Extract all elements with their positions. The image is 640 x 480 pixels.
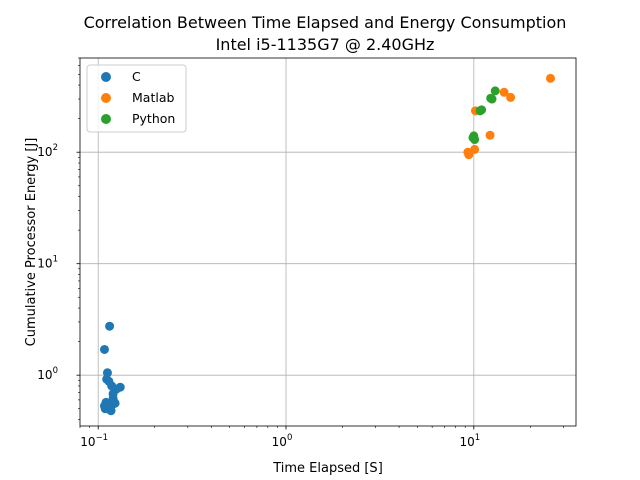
- data-point-python: [487, 94, 497, 104]
- x-axis-label: Time Elapsed [S]: [272, 461, 383, 476]
- data-point-matlab: [499, 87, 509, 97]
- plot-area: [79, 57, 577, 427]
- chart-title: Correlation Between Time Elapsed and Ene…: [84, 13, 567, 32]
- data-point-matlab: [485, 130, 495, 140]
- data-point-c: [105, 321, 115, 331]
- legend-marker-matlab: [101, 93, 111, 103]
- x-tick-label: 100: [272, 433, 293, 449]
- data-point-matlab: [506, 92, 516, 102]
- chart-subtitle: Intel i5-1135G7 @ 2.40GHz: [216, 35, 435, 54]
- grid-lines: [80, 58, 576, 426]
- data-point-c: [106, 406, 116, 416]
- y-axis-label: Cumulative Processor Energy [J]: [24, 138, 39, 347]
- data-point-python: [475, 106, 485, 116]
- legend-label-matlab: Matlab: [132, 90, 174, 105]
- y-tick-label: 102: [37, 143, 58, 159]
- legend-marker-c: [101, 72, 111, 82]
- x-tick-label: 10−1: [80, 433, 108, 449]
- legend-label-python: Python: [132, 111, 175, 126]
- data-point-c: [99, 344, 109, 354]
- y-tick-label: 100: [37, 366, 58, 382]
- legend-marker-python: [101, 114, 111, 124]
- legend-box: [86, 64, 187, 133]
- x-tick-label: 101: [459, 433, 480, 449]
- data-point-matlab: [464, 150, 474, 160]
- data-point-python: [490, 86, 500, 96]
- data-point-matlab: [545, 73, 555, 83]
- data-point-matlab: [470, 144, 480, 154]
- legend: C Matlab Python: [86, 64, 187, 133]
- y-tick-label: 101: [37, 255, 58, 271]
- axis-ticks: 10−1 100 101 100 101 102: [37, 57, 564, 449]
- data-points: [99, 73, 555, 416]
- data-point-c: [110, 398, 120, 408]
- data-point-python: [470, 135, 480, 145]
- legend-label-c: C: [132, 69, 141, 84]
